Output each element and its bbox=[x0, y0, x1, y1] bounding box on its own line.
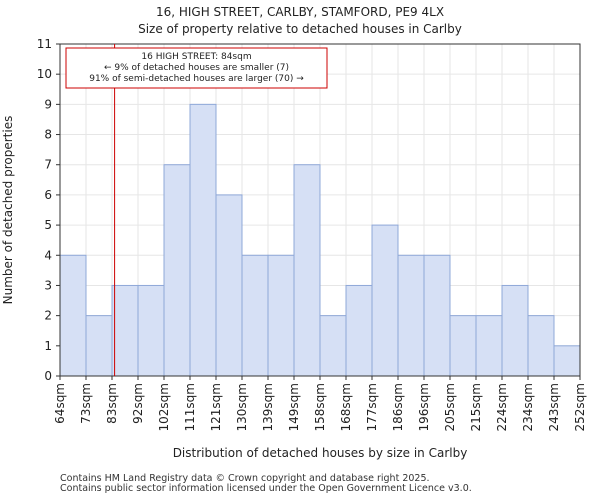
y-tick-label: 3 bbox=[44, 278, 52, 292]
bar bbox=[501, 284, 529, 377]
x-tick-label: 205sqm bbox=[443, 383, 457, 431]
annotation-line-3: 91% of semi-detached houses are larger (… bbox=[89, 74, 304, 84]
footer-line-2: Contains public sector information licen… bbox=[60, 483, 472, 494]
x-tick-label: 215sqm bbox=[469, 383, 483, 431]
bar bbox=[475, 315, 503, 377]
footer: Contains HM Land Registry data © Crown c… bbox=[60, 474, 472, 494]
x-tick-label: 158sqm bbox=[313, 383, 327, 431]
y-tick-label: 2 bbox=[44, 309, 52, 323]
y-tick-label: 0 bbox=[44, 369, 52, 383]
bar bbox=[85, 315, 113, 377]
bar bbox=[527, 315, 555, 377]
x-tick-label: 252sqm bbox=[573, 383, 587, 431]
x-tick-label: 196sqm bbox=[417, 383, 431, 431]
x-tick-label: 92sqm bbox=[131, 383, 145, 424]
bar bbox=[59, 254, 87, 377]
y-tick-label: 5 bbox=[44, 218, 52, 232]
chart-title: 16, HIGH STREET, CARLBY, STAMFORD, PE9 4… bbox=[155, 5, 445, 19]
x-tick-label: 83sqm bbox=[105, 383, 119, 424]
annotation-line-2: ← 9% of detached houses are smaller (7) bbox=[104, 63, 289, 73]
x-tick-label: 234sqm bbox=[521, 383, 535, 431]
x-tick-label: 73sqm bbox=[79, 383, 93, 424]
bar bbox=[449, 315, 477, 377]
x-tick-label: 111sqm bbox=[183, 383, 197, 431]
y-ticks: 0 1 2 3 4 5 6 7 8 9 10 11 bbox=[37, 37, 60, 383]
x-tick-label: 102sqm bbox=[157, 383, 171, 431]
y-tick-label: 6 bbox=[44, 188, 52, 202]
y-tick-label: 4 bbox=[44, 248, 52, 262]
chart-subtitle: Size of property relative to detached ho… bbox=[138, 22, 462, 36]
x-tick-label: 224sqm bbox=[495, 383, 509, 431]
bar bbox=[319, 315, 347, 377]
bar bbox=[111, 284, 139, 377]
x-tick-label: 121sqm bbox=[209, 383, 223, 431]
y-tick-label: 9 bbox=[44, 97, 52, 111]
chart-title-block: 16, HIGH STREET, CARLBY, STAMFORD, PE9 4… bbox=[0, 4, 600, 38]
x-tick-label: 186sqm bbox=[391, 383, 405, 431]
x-tick-label: 139sqm bbox=[261, 383, 275, 431]
bar bbox=[137, 284, 165, 377]
y-tick-label: 8 bbox=[44, 128, 52, 142]
footer-line-1: Contains HM Land Registry data © Crown c… bbox=[60, 473, 430, 484]
y-tick-label: 10 bbox=[37, 67, 52, 81]
bar bbox=[163, 164, 191, 377]
x-tick-label: 64sqm bbox=[53, 383, 67, 424]
annotation-box: 16 HIGH STREET: 84sqm ← 9% of detached h… bbox=[65, 47, 328, 89]
bar bbox=[345, 284, 373, 377]
x-tick-label: 243sqm bbox=[547, 383, 561, 431]
bar bbox=[553, 345, 581, 377]
bar bbox=[267, 254, 295, 377]
y-tick-label: 11 bbox=[37, 37, 52, 51]
bars bbox=[59, 103, 581, 377]
x-tick-label: 149sqm bbox=[287, 383, 301, 431]
bar bbox=[423, 254, 451, 377]
bar bbox=[293, 164, 321, 377]
bar bbox=[189, 103, 217, 377]
annotation-frame bbox=[65, 47, 328, 89]
y-tick-label: 1 bbox=[44, 339, 52, 353]
bar bbox=[397, 254, 425, 377]
bar bbox=[215, 194, 243, 377]
annotation-line-1: 16 HIGH STREET: 84sqm bbox=[141, 52, 251, 62]
x-tick-label: 168sqm bbox=[339, 383, 353, 431]
bar bbox=[371, 224, 399, 377]
bar bbox=[241, 254, 269, 377]
x-tick-label: 130sqm bbox=[235, 383, 249, 431]
histogram-chart: 0 1 2 3 4 5 6 7 8 9 10 11 64sqm 73sqm 83sqm 92sqm 102sq… bbox=[1, 37, 587, 460]
x-tick-label: 177sqm bbox=[365, 383, 379, 431]
x-axis-label: Distribution of detached houses by size … bbox=[173, 446, 468, 460]
y-axis-label: Number of detached properties bbox=[1, 116, 15, 305]
x-ticks: 64sqm 73sqm 83sqm 92sqm 102sqm 111sqm 121sqm 13… bbox=[53, 376, 587, 431]
y-tick-label: 7 bbox=[44, 158, 52, 172]
